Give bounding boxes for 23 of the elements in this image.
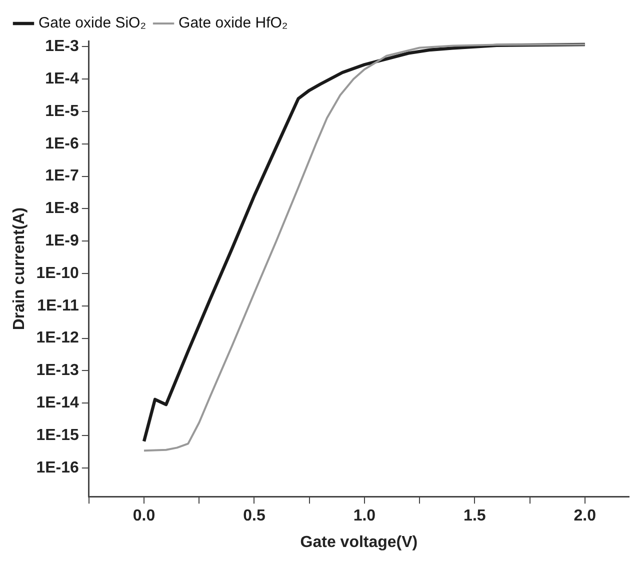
y-tick-label: 1E-9 [45,232,79,250]
y-tick-label: 1E-8 [45,200,79,218]
y-tick-label: 1E-3 [45,38,79,56]
y-tick-label: 1E-15 [36,426,79,444]
y-tick-label: 1E-10 [36,264,79,282]
x-axis-title: Gate voltage(V) [300,534,418,551]
y-tick-label: 1E-5 [45,102,79,120]
x-tick-label: 0.0 [132,508,156,525]
x-tick-label: 1.0 [353,508,376,525]
x-tick-label: 2.0 [574,508,596,525]
y-tick-label: 1E-16 [36,459,79,476]
legend-label: Gate oxide SiO₂ [38,14,146,32]
y-tick-label: 1E-14 [36,394,79,412]
y-tick-label: 1E-11 [37,297,79,314]
y-tick-label: 1E-13 [36,362,79,380]
y-tick-label: 1E-12 [36,330,79,347]
y-tick-label: 1E-4 [45,70,79,88]
y-tick-label: 1E-6 [45,135,79,152]
y-axis-title: Drain current(A) [11,207,28,330]
x-tick-label: 0.5 [243,508,266,525]
y-tick-label: 1E-7 [45,168,79,185]
x-tick-label: 1.5 [464,508,486,525]
legend-label: Gate oxide HfO₂ [178,14,288,32]
